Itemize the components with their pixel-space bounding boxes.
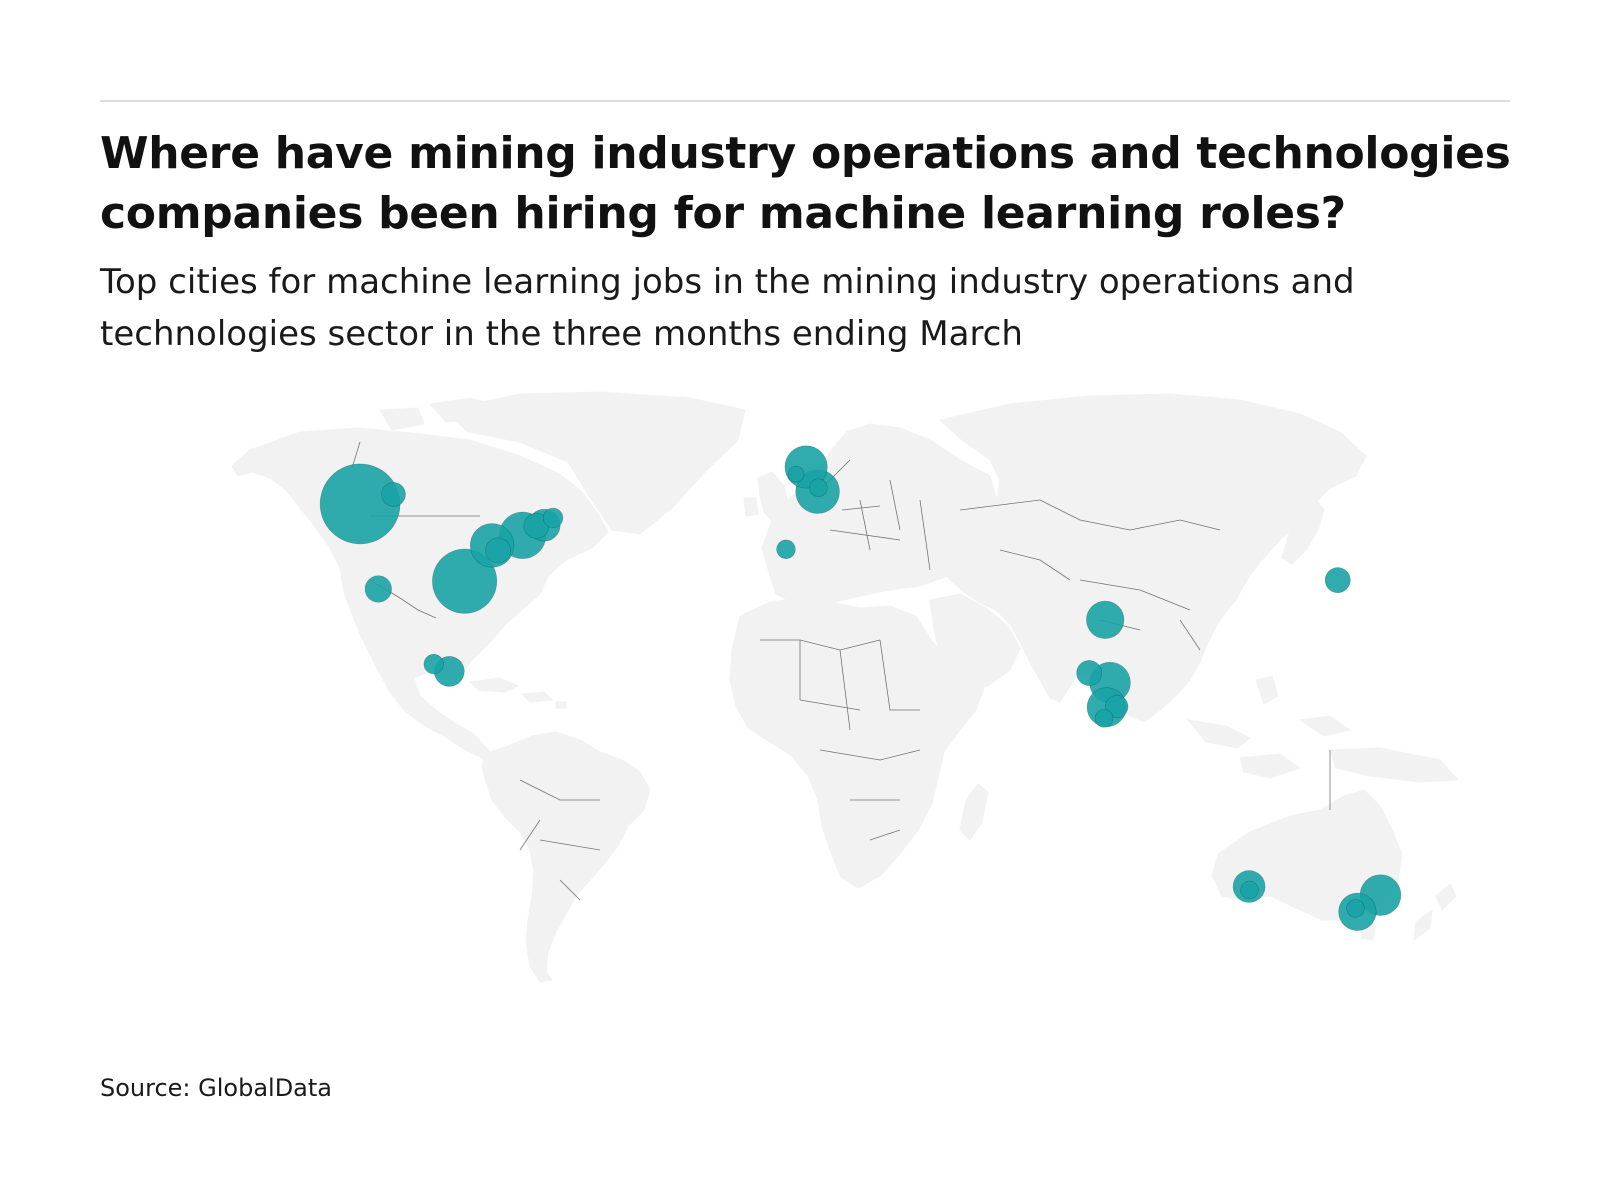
chart-subtitle: Top cities for machine learning jobs in … <box>100 262 1355 354</box>
land-japan <box>1281 499 1325 565</box>
land-asia <box>938 393 1367 723</box>
land-southeast-asia <box>1186 675 1460 783</box>
city-bubble-20 <box>1105 695 1129 719</box>
top-divider <box>100 100 1510 102</box>
city-bubble-24 <box>809 478 828 497</box>
land-greenland <box>443 391 746 535</box>
city-bubble-1 <box>432 548 498 614</box>
city-bubbles <box>319 445 1402 931</box>
city-bubble-22 <box>423 654 444 675</box>
land-british-isles <box>743 471 789 525</box>
city-bubble-28 <box>787 465 805 483</box>
land-iceland <box>689 431 735 453</box>
land-north-america <box>231 427 609 759</box>
city-bubble-25 <box>1094 709 1114 728</box>
land-south-america <box>481 731 651 983</box>
city-bubble-18 <box>1324 567 1351 594</box>
city-bubble-26 <box>1240 880 1259 900</box>
land-new-zealand <box>1413 883 1457 942</box>
city-bubble-19 <box>381 482 406 507</box>
land-tasmania <box>1359 925 1377 941</box>
source-note: Source: GlobalData <box>100 1074 333 1102</box>
city-bubble-27 <box>1346 899 1365 918</box>
city-bubble-21 <box>542 507 564 528</box>
chart-title: Where have mining industry operations an… <box>100 128 1511 239</box>
land-africa <box>729 597 985 889</box>
city-bubble-17 <box>1076 660 1103 686</box>
city-bubble-23 <box>776 539 796 560</box>
country-borders <box>351 441 1331 901</box>
city-bubble-9 <box>1086 600 1125 639</box>
land-arctic-islands <box>379 397 582 443</box>
city-bubble-16 <box>485 537 512 564</box>
land-madagascar <box>959 783 989 841</box>
city-bubble-14 <box>364 575 392 603</box>
world-map <box>231 391 1460 983</box>
land-caribbean <box>468 677 567 709</box>
